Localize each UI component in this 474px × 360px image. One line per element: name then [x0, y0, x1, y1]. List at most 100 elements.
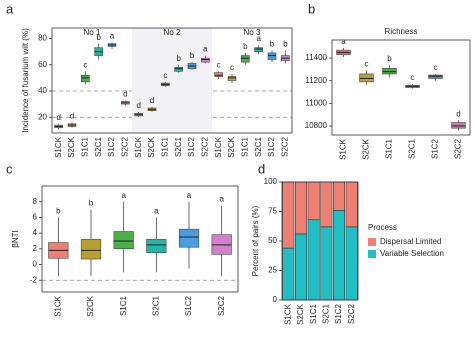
group-label: No 1 — [84, 28, 101, 37]
significance-letter: b — [387, 54, 392, 63]
y-tick-label: 11000 — [305, 98, 327, 107]
x-tick-label: S2C2 — [347, 303, 356, 324]
plot-frame — [51, 27, 293, 134]
y-tick-label: 60 — [38, 60, 47, 69]
box — [359, 73, 374, 83]
y-tick-label: -2 — [30, 275, 38, 284]
box — [451, 122, 466, 129]
panel-label: a — [6, 1, 14, 16]
plot-frame — [331, 39, 471, 136]
significance-letter: b — [243, 42, 248, 51]
significance-letter: a — [110, 32, 115, 41]
x-tick-label: S2CK — [67, 136, 76, 158]
y-tick-label: 11400 — [305, 53, 327, 62]
x-tick-label: S1C2 — [107, 136, 116, 157]
significance-letter: a — [256, 34, 261, 43]
legend-label: Variable Selection — [380, 249, 444, 258]
box — [113, 231, 134, 250]
significance-letter: c — [230, 63, 234, 72]
box — [214, 72, 223, 77]
box — [428, 74, 443, 79]
box — [80, 239, 102, 260]
significance-letter: c — [411, 73, 415, 82]
significance-letter: a — [154, 207, 159, 216]
bar-segment — [294, 233, 307, 301]
y-tick-label: 50 — [268, 236, 277, 245]
legend-swatch — [368, 238, 376, 246]
box — [201, 57, 210, 63]
panel-label: c — [6, 161, 13, 176]
plot-frame — [41, 185, 239, 293]
bar-segment — [320, 226, 333, 301]
y-tick-label: 2 — [33, 244, 38, 253]
x-tick-label: S1C2 — [267, 136, 276, 157]
x-tick-label: S2C2 — [217, 295, 226, 316]
x-tick-label: S1C1 — [309, 303, 318, 324]
box — [241, 55, 250, 63]
y-tick-label: 100 — [264, 177, 278, 186]
significance-letter: b — [270, 39, 275, 48]
y-tick-label: 20 — [38, 112, 47, 121]
x-tick-label: S2C1 — [174, 136, 183, 157]
bar-segment — [307, 219, 320, 301]
box — [81, 74, 90, 83]
x-tick-label: S2C1 — [151, 295, 160, 316]
bar-segment — [294, 181, 307, 235]
bar-segment — [307, 181, 320, 221]
box — [178, 228, 200, 248]
significance-letter: a — [203, 45, 208, 54]
x-tick-label: S1C1 — [80, 136, 89, 157]
significance-letter: a — [187, 191, 192, 200]
significance-letter: c — [163, 71, 167, 80]
y-tick-label: 6 — [33, 213, 38, 222]
bar-segment — [332, 210, 345, 301]
significance-letter: b — [176, 54, 181, 63]
y-axis-label: Incidence of fusarium wilt (%) — [21, 28, 30, 133]
y-tick-label: 80 — [38, 34, 47, 43]
group-label: No 3 — [244, 28, 261, 37]
significance-letter: b — [89, 199, 94, 208]
significance-letter: c — [217, 60, 221, 69]
y-tick-label: 0 — [33, 260, 38, 269]
plot-frame — [281, 181, 359, 301]
significance-letter: b — [56, 207, 61, 216]
y-tick-label: 8 — [33, 197, 38, 206]
significance-letter: c — [365, 60, 369, 69]
x-tick-label: S2C1 — [321, 303, 330, 324]
box — [267, 52, 277, 60]
x-tick-label: S1CK — [283, 303, 292, 325]
significance-letter: d — [70, 112, 74, 121]
y-axis-label: Percent of pairs (%) — [251, 205, 260, 276]
significance-letter: b — [190, 51, 195, 60]
significance-letter: a — [121, 191, 126, 200]
x-tick-label: S1CK — [53, 295, 62, 317]
x-tick-label: S2C1 — [254, 136, 263, 157]
x-tick-label: S1CK — [54, 136, 63, 158]
x-tick-label: S2CK — [362, 138, 371, 160]
significance-letter: d — [456, 109, 460, 118]
bar-segment — [345, 181, 358, 228]
y-tick-label: 4 — [33, 228, 38, 237]
y-tick-label: 25 — [268, 266, 277, 275]
x-tick-label: S1CK — [214, 136, 223, 158]
x-tick-label: S1C2 — [334, 303, 343, 324]
x-tick-label: S2CK — [147, 136, 156, 158]
x-tick-label: S1CK — [134, 136, 143, 158]
x-tick-label: S1C1 — [385, 138, 394, 159]
box — [174, 67, 183, 72]
significance-letter: c — [434, 63, 438, 72]
bar-segment — [282, 247, 295, 301]
group-label: No 2 — [164, 28, 181, 37]
y-tick-label: 0 — [273, 295, 278, 304]
x-tick-label: S2C2 — [200, 136, 209, 157]
y-tick-label: 40 — [38, 86, 47, 95]
x-tick-label: S2C1 — [94, 136, 103, 157]
group-background — [132, 28, 212, 133]
bar-segment — [320, 181, 333, 228]
significance-letter: b — [283, 39, 288, 48]
x-tick-label: S1C1 — [160, 136, 169, 157]
bar-segment — [282, 181, 295, 249]
legend-label: Dispersal Limited — [380, 237, 441, 246]
x-tick-label: S2C2 — [120, 136, 129, 157]
